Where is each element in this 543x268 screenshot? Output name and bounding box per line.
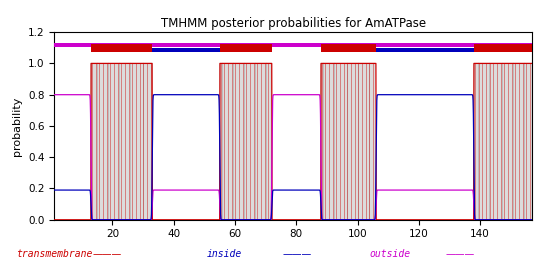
Title: TMHMM posterior probabilities for AmATPase: TMHMM posterior probabilities for AmATPa… <box>161 17 426 29</box>
Text: inside: inside <box>206 249 242 259</box>
Y-axis label: probability: probability <box>12 96 22 156</box>
Text: ———: ——— <box>92 249 122 259</box>
Text: ———: ——— <box>445 249 475 259</box>
Text: ———: ——— <box>282 249 312 259</box>
Text: outside: outside <box>369 249 411 259</box>
Text: transmembrane: transmembrane <box>16 249 93 259</box>
